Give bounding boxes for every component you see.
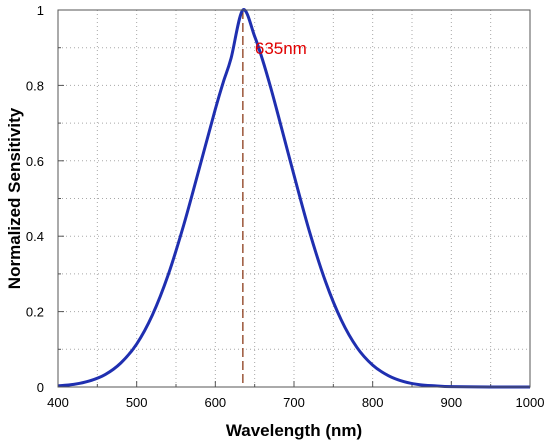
grid bbox=[58, 10, 530, 387]
plot-frame bbox=[57, 9, 531, 388]
x-tick-label: 1000 bbox=[516, 395, 545, 410]
x-tick-label: 700 bbox=[283, 395, 305, 410]
x-tick-label: 800 bbox=[362, 395, 384, 410]
x-tick-label: 500 bbox=[126, 395, 148, 410]
y-tick-label: 0 bbox=[37, 380, 44, 395]
tick-labels: 400 500 600 700 800 900 1000 0 0.2 0.4 0.6 0.8 1 bbox=[26, 3, 545, 410]
x-tick-label: 900 bbox=[440, 395, 462, 410]
y-tick-label: 1 bbox=[37, 3, 44, 18]
x-tick-label: 400 bbox=[47, 395, 69, 410]
series-layer bbox=[57, 8, 531, 389]
peak-annotation-label: 635nm bbox=[255, 39, 307, 58]
y-tick-label: 0.2 bbox=[26, 305, 44, 320]
y-axis-label: Normalized Sensitivity bbox=[5, 107, 24, 289]
x-axis-label: Wavelength (nm) bbox=[226, 421, 362, 440]
sensitivity-curve bbox=[57, 8, 531, 389]
y-tick-label: 0.4 bbox=[26, 229, 44, 244]
x-tick-label: 600 bbox=[204, 395, 226, 410]
y-tick-label: 0.6 bbox=[26, 154, 44, 169]
y-tick-label: 0.8 bbox=[26, 78, 44, 93]
